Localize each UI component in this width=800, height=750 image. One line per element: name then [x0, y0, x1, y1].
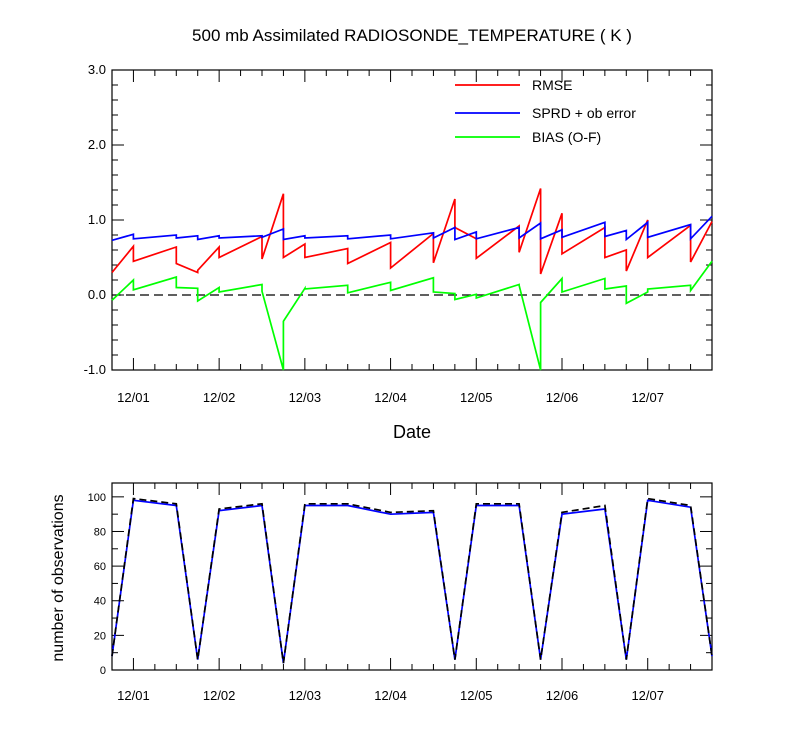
x-tick-label: 12/03: [289, 390, 322, 405]
x-tick-label: 12/06: [546, 390, 579, 405]
y-tick-label: 20: [94, 630, 106, 642]
bottom-plot: 12/01 12/02 12/03 12/04 12/05 12/06 12/07 0 20 40…: [88, 482, 713, 703]
y-tick-label: 0.0: [88, 287, 106, 302]
legend-entry-1: SPRD + ob error: [455, 105, 636, 121]
series-line-sprd-ob-error: [111, 215, 713, 242]
x-tick-label: 12/01: [117, 390, 150, 405]
x-tick-label: 12/04: [374, 390, 407, 405]
x-axis-label: Date: [393, 422, 431, 442]
y-tick-label: 0: [100, 665, 106, 677]
y-tick-label: 1.0: [88, 212, 106, 227]
x-tick-label: 12/05: [460, 390, 493, 405]
x-tick-label: 12/04: [374, 688, 407, 703]
y-tick-label: -1.0: [84, 362, 106, 377]
x-tick-label: 12/06: [546, 688, 579, 703]
series-line-rmse: [111, 188, 713, 275]
y-tick-label: 100: [88, 492, 106, 504]
chart-title: 500 mb Assimilated RADIOSONDE_TEMPERATUR…: [192, 26, 632, 45]
legend-label: RMSE: [532, 77, 572, 93]
series-line-obs-1: [111, 497, 713, 664]
x-tick-label: 12/05: [460, 688, 493, 703]
series-line-bias-o-f: [111, 260, 713, 371]
y-tick-label: 2.0: [88, 137, 106, 152]
top-plot: 12/01 12/02 12/03 12/04 12/05 12/06 12/07 3.0 2.…: [84, 62, 713, 405]
series-line-obs-0: [111, 499, 713, 664]
legend-entry-2: BIAS (O-F): [455, 129, 601, 145]
y-tick-label: 3.0: [88, 62, 106, 77]
x-tick-label: 12/07: [631, 390, 664, 405]
y-axis-label-observations: number of observations: [50, 494, 67, 661]
x-tick-label: 12/02: [203, 688, 236, 703]
y-tick-label: 60: [94, 561, 106, 573]
legend-label: BIAS (O-F): [532, 129, 601, 145]
x-tick-label: 12/07: [631, 688, 664, 703]
legend-entry-0: RMSE: [455, 77, 572, 93]
x-tick-label: 12/01: [117, 688, 150, 703]
x-tick-label: 12/03: [289, 688, 322, 703]
legend-label: SPRD + ob error: [532, 105, 636, 121]
x-tick-label: 12/02: [203, 390, 236, 405]
y-tick-label: 80: [94, 526, 106, 538]
y-tick-label: 40: [94, 596, 106, 608]
